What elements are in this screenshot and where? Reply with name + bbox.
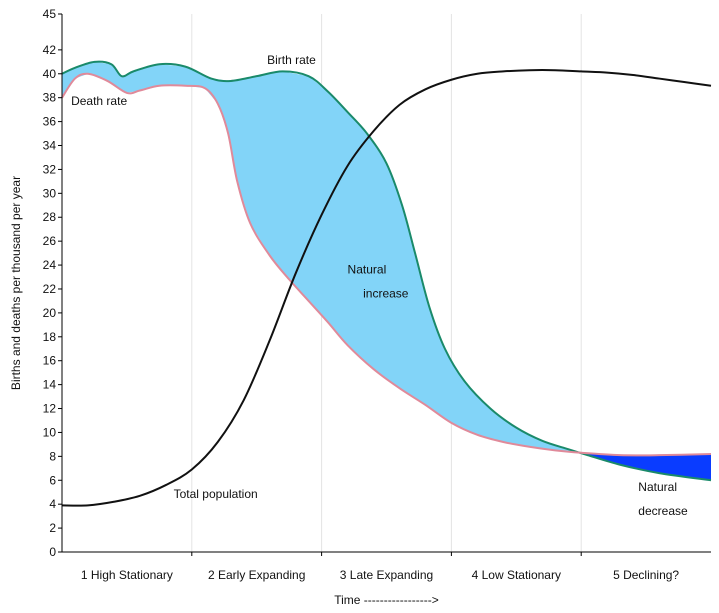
y-tick-label: 45	[43, 7, 57, 21]
annotation-decrease: decrease	[638, 504, 688, 518]
y-tick-label: 4	[49, 497, 56, 511]
y-tick-label: 32	[43, 162, 57, 176]
y-tick-label: 18	[43, 330, 57, 344]
y-tick-label: 6	[49, 473, 56, 487]
annotation-birth-rate: Birth rate	[267, 53, 316, 67]
y-tick-label: 8	[49, 449, 56, 463]
annotation-increase: increase	[363, 286, 409, 300]
stage-label: 3 Late Expanding	[340, 568, 433, 582]
annotation-death-rate: Death rate	[71, 94, 127, 108]
y-tick-label: 16	[43, 354, 57, 368]
y-tick-label: 42	[43, 43, 57, 57]
line-layer	[61, 60, 712, 507]
label-layer: Birth rate Death rate Natural increase Total…	[71, 53, 688, 518]
series-line-total-population	[61, 69, 712, 507]
fill-natural-decrease	[579, 452, 711, 481]
stage-label: 1 High Stationary	[81, 568, 173, 582]
y-tick-label: 24	[43, 258, 57, 272]
y-tick-label: 28	[43, 210, 57, 224]
stage-label: 2 Early Expanding	[208, 568, 305, 582]
y-tick-label: 26	[43, 234, 57, 248]
series-line-death-rate	[61, 72, 712, 457]
axis-layer: 0246810121416182022242628303234363840424…	[9, 7, 711, 607]
annotation-total-population: Total population	[174, 487, 258, 501]
y-tick-label: 40	[43, 67, 57, 81]
y-tick-label: 0	[49, 545, 56, 559]
stage-label: 5 Declining?	[613, 568, 679, 582]
y-tick-label: 22	[43, 282, 57, 296]
annotation-natural: Natural	[348, 262, 387, 276]
y-tick-label: 34	[43, 139, 57, 153]
y-tick-label: 36	[43, 115, 57, 129]
y-tick-label: 20	[43, 306, 57, 320]
x-axis-title: Time ----------------->	[334, 593, 439, 607]
y-tick-label: 38	[43, 91, 57, 105]
y-tick-label: 30	[43, 186, 57, 200]
series-line-birth-rate	[61, 60, 712, 482]
y-tick-label: 10	[43, 425, 57, 439]
stage-label: 4 Low Stationary	[472, 568, 561, 582]
y-tick-label: 12	[43, 402, 57, 416]
fill-natural-increase	[62, 61, 578, 453]
y-tick-label: 2	[49, 521, 56, 535]
y-axis-title: Births and deaths per thousand per year	[9, 176, 23, 390]
fill-layer	[62, 61, 711, 481]
y-tick-label: 14	[43, 378, 57, 392]
annotation-natural: Natural	[638, 480, 677, 494]
